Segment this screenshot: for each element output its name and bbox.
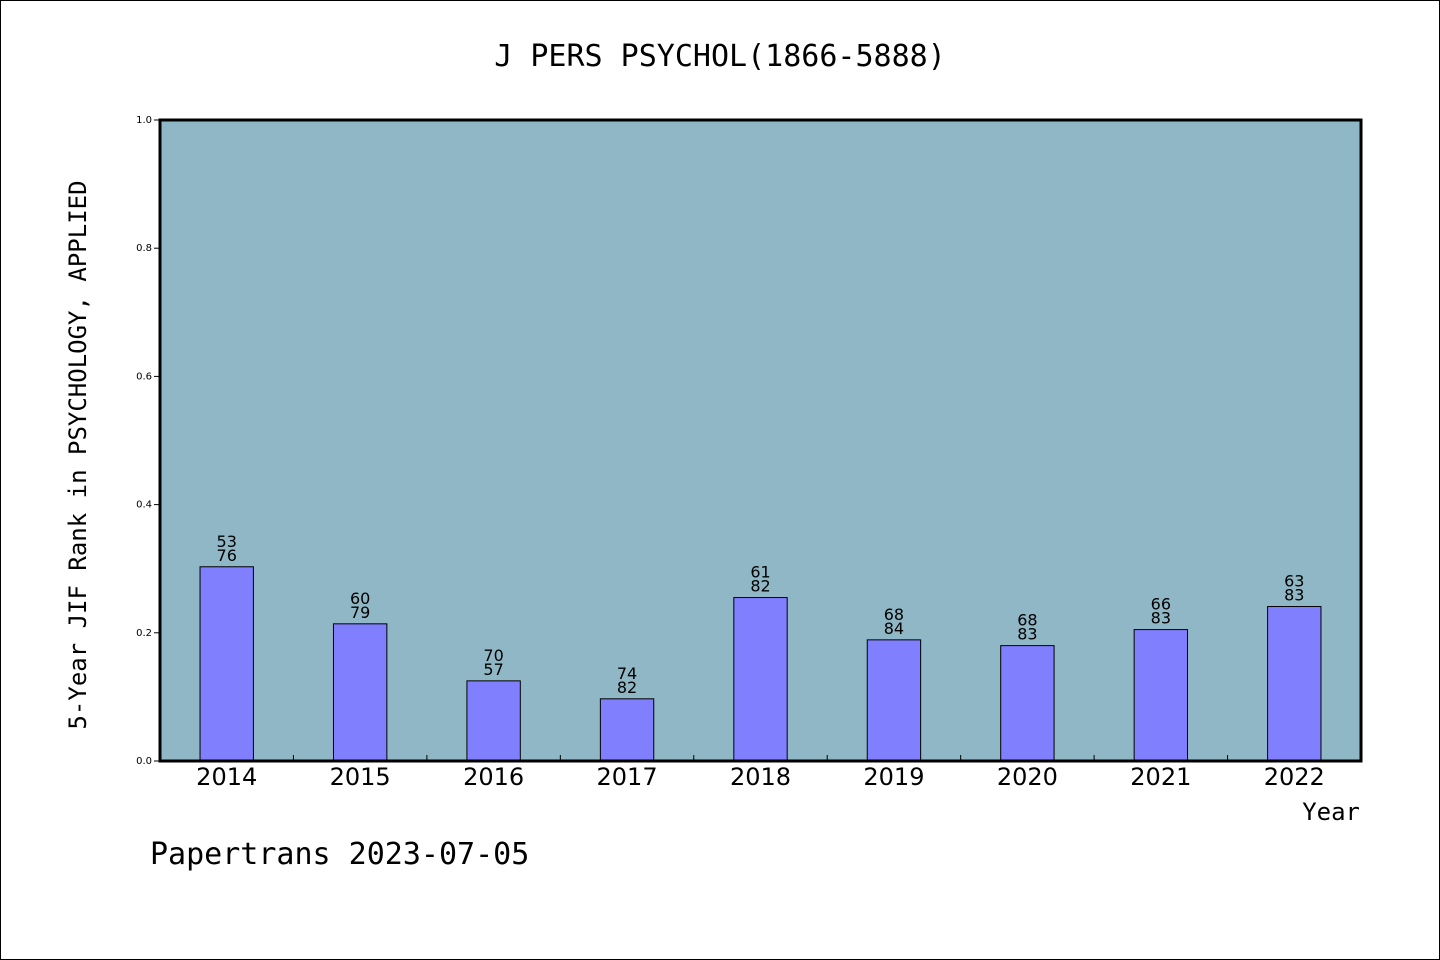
chart-title: J PERS PSYCHOL(1866-5888) [494,39,946,74]
bar-2014 [199,566,254,762]
x-tick-label: 2019 [863,763,924,791]
bar-2020 [1000,645,1055,762]
bar-2021 [1133,629,1189,762]
bar-2018 [733,597,788,762]
x-tick-label: 2015 [330,763,391,791]
data-label-rank: 70 [483,646,503,665]
x-tick-label: 2017 [597,763,658,791]
y-tick-label: 0.8 [136,243,152,254]
data-label-total: 57 [483,660,503,679]
bar-2017 [599,698,655,762]
bars-group [199,566,1322,762]
data-label-total: 84 [884,619,904,638]
x-tick-label: 2016 [463,763,524,791]
data-label-total: 82 [617,678,637,697]
y-axis: 0.0 0.2 0.4 0.6 0.8 1.0 [136,115,160,767]
y-tick-label: 0.4 [136,500,152,511]
x-tick-label: 2014 [196,763,257,791]
y-axis-label: 5-Year JIF Rank in PSYCHOLOGY, APPLIED [64,180,92,729]
x-tick-label: 2018 [730,763,791,791]
x-axis: 2014 2015 2016 2017 2018 2019 2020 2021 2022 [196,755,1325,791]
y-tick-label: 1.0 [136,115,152,126]
y-tick-label: 0.2 [136,628,152,639]
bar-2015 [332,623,388,762]
data-label-total: 76 [217,546,237,565]
footer-text: Papertrans 2023-07-05 [150,837,529,872]
data-label-total: 83 [1151,609,1171,628]
data-label-total: 83 [1284,586,1304,605]
data-label-rank: 74 [617,664,637,683]
data-label-rank: 53 [217,532,237,551]
y-tick-label: 0.0 [136,756,152,767]
bar-2019 [866,639,922,762]
bar-2016 [466,680,521,762]
plot-border [158,118,1363,763]
x-axis-label: Year [1302,798,1360,826]
x-tick-label: 2022 [1264,763,1325,791]
x-tick-label: 2020 [997,763,1058,791]
data-label-rank: 68 [884,605,904,624]
y-tick-label: 0.6 [136,371,152,382]
bar-2022 [1267,606,1322,762]
data-label-total: 82 [750,577,770,596]
data-label-rank: 61 [750,563,770,582]
x-tick-label: 2021 [1130,763,1191,791]
data-label-total: 83 [1017,625,1037,644]
data-label-rank: 63 [1284,572,1304,591]
data-label-rank: 60 [350,589,370,608]
data-label-rank: 66 [1151,595,1171,614]
data-label-total: 79 [350,603,370,622]
data-label-rank: 68 [1017,611,1037,630]
